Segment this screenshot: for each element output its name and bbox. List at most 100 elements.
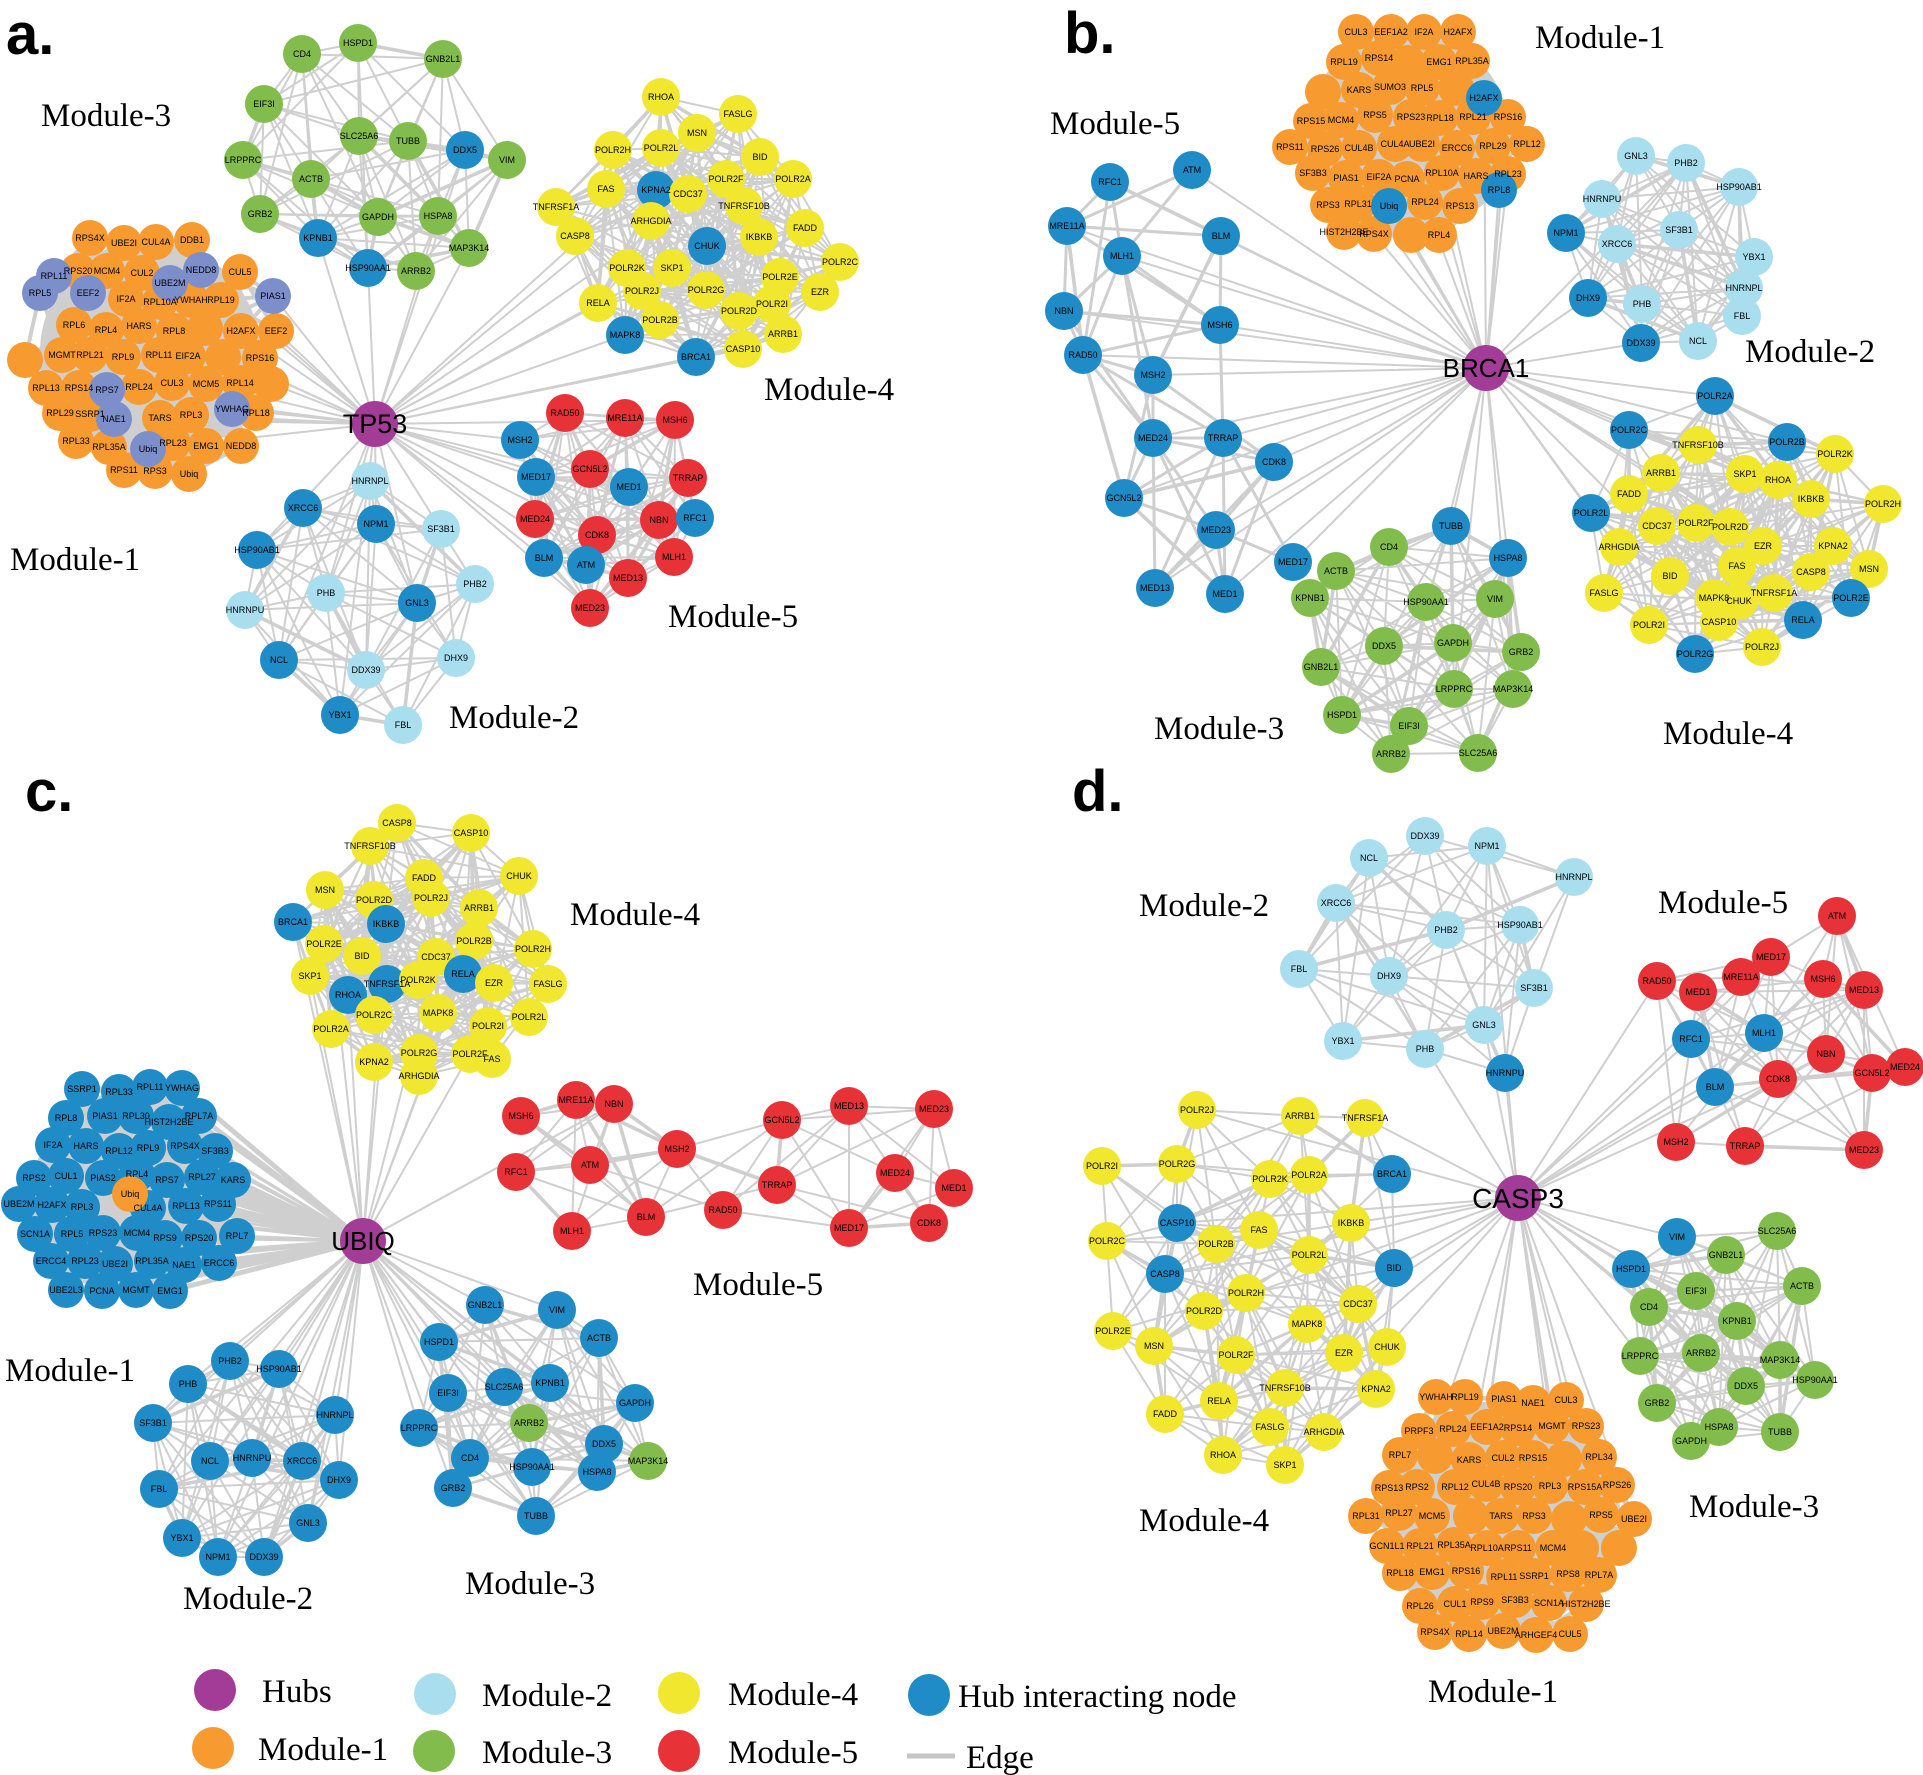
svg-text:POLR2H: POLR2H <box>595 145 631 155</box>
svg-text:FASLG: FASLG <box>533 979 562 989</box>
svg-text:FADD: FADD <box>1153 1409 1178 1419</box>
svg-text:DDX39: DDX39 <box>351 665 380 675</box>
svg-text:MSH6: MSH6 <box>662 415 687 425</box>
svg-text:RPS9: RPS9 <box>153 1233 177 1243</box>
svg-text:POLR2C: POLR2C <box>1611 425 1648 435</box>
svg-text:RPL10A: RPL10A <box>1425 168 1459 178</box>
svg-text:Module-1: Module-1 <box>1428 1674 1558 1710</box>
svg-text:RPL4: RPL4 <box>1428 230 1451 240</box>
svg-text:CUL4A: CUL4A <box>133 1203 162 1213</box>
svg-text:Module-3: Module-3 <box>1154 711 1284 747</box>
svg-text:ATM: ATM <box>1183 165 1201 175</box>
svg-text:HSP90AA1: HSP90AA1 <box>1792 1375 1838 1385</box>
svg-text:TUBB: TUBB <box>1768 1427 1792 1437</box>
svg-text:POLR2L: POLR2L <box>644 143 679 153</box>
svg-text:LRPPRC: LRPPRC <box>225 155 262 165</box>
svg-text:PHB: PHB <box>1416 1044 1435 1054</box>
svg-text:CASP10: CASP10 <box>454 828 489 838</box>
svg-text:Ubiq: Ubiq <box>139 444 158 454</box>
svg-text:SLC25A6: SLC25A6 <box>340 131 379 141</box>
svg-text:MAP3K14: MAP3K14 <box>628 1456 669 1466</box>
svg-text:RPL18: RPL18 <box>1386 1568 1414 1578</box>
svg-text:RPS7: RPS7 <box>155 1175 179 1185</box>
svg-text:DDX5: DDX5 <box>1734 1381 1758 1391</box>
svg-text:ARRB1: ARRB1 <box>1646 468 1676 478</box>
svg-text:RPL18: RPL18 <box>242 408 270 418</box>
svg-text:NCL: NCL <box>1360 853 1378 863</box>
svg-text:ARRB2: ARRB2 <box>1686 1348 1716 1358</box>
svg-text:ARRB2: ARRB2 <box>514 1418 544 1428</box>
svg-text:Module-2: Module-2 <box>1745 334 1875 370</box>
svg-text:DDX39: DDX39 <box>1410 831 1439 841</box>
svg-text:TNFRSF1A: TNFRSF1A <box>1751 588 1798 598</box>
svg-text:GRB2: GRB2 <box>1509 647 1534 657</box>
svg-text:MCM5: MCM5 <box>193 379 220 389</box>
svg-text:ARHGDIA: ARHGDIA <box>1303 1427 1344 1437</box>
svg-text:Module-2: Module-2 <box>183 1581 313 1617</box>
svg-text:POLR2A: POLR2A <box>1697 391 1733 401</box>
svg-text:POLR2B: POLR2B <box>1198 1239 1234 1249</box>
svg-text:MED24: MED24 <box>1890 1062 1920 1072</box>
svg-text:RPS4X: RPS4X <box>75 233 105 243</box>
svg-text:NAE1: NAE1 <box>1521 1398 1545 1408</box>
svg-text:RPL24: RPL24 <box>125 382 153 392</box>
svg-text:GNL3: GNL3 <box>405 598 429 608</box>
svg-text:BRCA1: BRCA1 <box>681 352 711 362</box>
svg-text:RPL14: RPL14 <box>1455 1629 1483 1639</box>
svg-text:FADD: FADD <box>1617 489 1642 499</box>
svg-text:CDC37: CDC37 <box>421 952 451 962</box>
svg-text:MSN: MSN <box>1144 1341 1164 1351</box>
svg-text:MLH1: MLH1 <box>662 552 686 562</box>
svg-text:ACTB: ACTB <box>587 1333 611 1343</box>
svg-text:SCN1A: SCN1A <box>1534 1598 1564 1608</box>
svg-text:HNRNPL: HNRNPL <box>1555 872 1592 882</box>
svg-text:POLR2K: POLR2K <box>1817 449 1853 459</box>
svg-text:NPM1: NPM1 <box>363 519 388 529</box>
svg-text:RPL29: RPL29 <box>46 408 74 418</box>
svg-text:RPL31: RPL31 <box>1344 199 1372 209</box>
svg-text:POLR2A: POLR2A <box>313 1024 349 1034</box>
svg-text:BLM: BLM <box>1212 231 1231 241</box>
svg-text:RFC1: RFC1 <box>1098 177 1122 187</box>
svg-text:MED13: MED13 <box>1849 985 1879 995</box>
svg-text:Module-5: Module-5 <box>728 1735 858 1771</box>
svg-text:FAS: FAS <box>1250 1225 1267 1235</box>
svg-text:RPL8: RPL8 <box>55 1113 78 1123</box>
svg-text:MED1: MED1 <box>1212 589 1237 599</box>
svg-text:Module-3: Module-3 <box>465 1566 595 1602</box>
svg-text:Module-4: Module-4 <box>728 1677 858 1713</box>
svg-text:RPL7A: RPL7A <box>1585 1570 1614 1580</box>
svg-text:DDB1: DDB1 <box>180 235 204 245</box>
svg-text:RPL13: RPL13 <box>32 383 60 393</box>
svg-text:IKBKB: IKBKB <box>373 919 400 929</box>
svg-text:HSPD1: HSPD1 <box>1327 710 1357 720</box>
svg-text:RPS3: RPS3 <box>1522 1511 1546 1521</box>
svg-text:KPNB1: KPNB1 <box>1722 1316 1752 1326</box>
svg-text:HSP90AA1: HSP90AA1 <box>509 1462 555 1472</box>
svg-text:PHB2: PHB2 <box>1674 158 1698 168</box>
svg-text:POLR2F: POLR2F <box>708 174 744 184</box>
svg-text:KPNA2: KPNA2 <box>359 1057 389 1067</box>
svg-text:MRE11A: MRE11A <box>558 1095 593 1105</box>
svg-text:POLR2B: POLR2B <box>1769 437 1805 447</box>
svg-text:Module-3: Module-3 <box>482 1735 612 1771</box>
svg-text:GCN5L2: GCN5L2 <box>764 1115 799 1125</box>
svg-text:NPM1: NPM1 <box>205 1552 230 1562</box>
svg-text:RPS11: RPS11 <box>1504 1543 1532 1553</box>
svg-text:NBN: NBN <box>649 515 668 525</box>
svg-text:ERCC6: ERCC6 <box>204 1258 235 1268</box>
svg-text:RPL9: RPL9 <box>137 1143 160 1153</box>
svg-text:SF3B3: SF3B3 <box>1501 1595 1529 1605</box>
svg-text:RPS20: RPS20 <box>1504 1482 1533 1492</box>
svg-text:RPL21: RPL21 <box>1406 1541 1434 1551</box>
svg-text:PIAS1: PIAS1 <box>1491 1394 1517 1404</box>
svg-text:NBN: NBN <box>1054 306 1073 316</box>
svg-text:TP53: TP53 <box>343 409 408 439</box>
svg-text:MSH2: MSH2 <box>664 1144 689 1154</box>
svg-text:SCN1A: SCN1A <box>20 1229 50 1239</box>
svg-text:ARHGDIA: ARHGDIA <box>1598 542 1639 552</box>
svg-text:RPL8: RPL8 <box>163 326 186 336</box>
svg-text:CASP10: CASP10 <box>726 344 761 354</box>
svg-text:RAD50: RAD50 <box>1642 976 1671 986</box>
svg-text:YWHAG: YWHAG <box>165 1083 199 1093</box>
